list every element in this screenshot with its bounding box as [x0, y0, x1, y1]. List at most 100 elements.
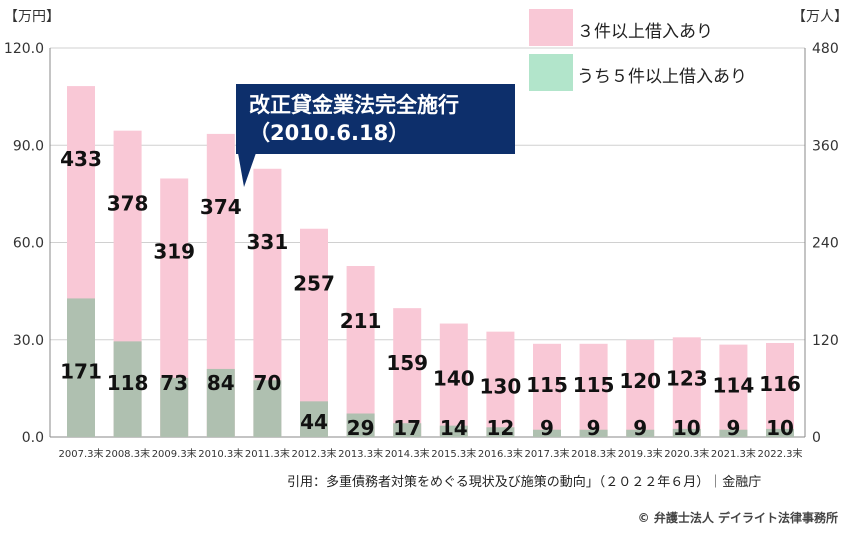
right-tick-label: 120 [812, 333, 839, 349]
chart-data-labels: 433 171 378 118 319 73 374 84 331 70 257 44 211 29 159… [60, 147, 801, 440]
bar-5plus [67, 298, 95, 437]
bar-5plus [253, 380, 282, 437]
data-label-5plus: 29 [347, 416, 375, 440]
copyright-notice: © 弁護士法人 デイライト法律事務所 [637, 511, 838, 525]
callout-title: 改正貸金業法完全施行 [249, 93, 459, 117]
right-tick-label: 240 [812, 236, 839, 252]
right-axis-unit: 【万人】 [792, 9, 848, 25]
left-tick-label: 90.0 [13, 138, 44, 154]
left-axis-ticks: 0.0 30.0 60.0 90.0 120.0 [4, 41, 44, 446]
bar-3plus [533, 343, 561, 437]
bar-5plus [346, 413, 375, 437]
legend: ３件以上借入あり うち５件以上借入あり [529, 9, 789, 99]
data-label-3plus: 130 [480, 375, 522, 399]
data-label-3plus: 159 [386, 351, 428, 375]
legend-swatch-3plus [529, 9, 573, 46]
left-tick-label: 60.0 [13, 236, 44, 252]
data-label-3plus: 374 [200, 195, 242, 219]
data-label-5plus: 84 [207, 371, 235, 395]
bar-5plus [626, 429, 655, 437]
bar-3plus [393, 308, 422, 437]
bar-3plus [439, 323, 468, 437]
bar-3plus [579, 343, 608, 437]
data-label-5plus: 10 [766, 416, 794, 440]
legend-label-5plus: うち５件以上借入あり [577, 67, 747, 87]
data-label-5plus: 70 [253, 371, 281, 395]
left-axis-unit: 【万円】 [4, 9, 60, 25]
x-tick-label: 2013.3末 [338, 447, 383, 460]
bar-5plus [719, 429, 748, 437]
bar-5plus [393, 423, 422, 437]
legend-item-3plus: ３件以上借入あり [529, 9, 789, 46]
data-label-3plus: 120 [619, 369, 661, 393]
data-label-3plus: 331 [247, 230, 289, 254]
data-label-3plus: 116 [759, 372, 801, 396]
right-tick-label: 0 [812, 430, 821, 446]
data-label-3plus: 319 [153, 239, 195, 263]
data-label-3plus: 257 [293, 272, 335, 296]
bar-3plus [626, 339, 655, 437]
left-tick-label: 30.0 [13, 333, 44, 349]
law-enforcement-callout: 改正貸金業法完全施行 （2010.6.18） [236, 84, 515, 154]
legend-item-5plus: うち５件以上借入あり [529, 54, 789, 91]
x-tick-label: 2007.3末 [59, 447, 104, 460]
data-label-5plus: 9 [587, 416, 601, 440]
data-label-3plus: 114 [713, 374, 755, 398]
data-label-5plus: 17 [393, 416, 421, 440]
x-tick-label: 2010.3末 [198, 447, 243, 460]
data-label-3plus: 123 [666, 366, 708, 390]
right-axis-ticks: 0 120 240 360 480 [812, 41, 839, 446]
data-label-5plus: 118 [107, 371, 149, 395]
x-tick-label: 2020.3末 [664, 447, 709, 460]
x-tick-label: 2019.3末 [618, 447, 663, 460]
bar-5plus [533, 429, 561, 437]
x-tick-label: 2015.3末 [431, 447, 476, 460]
bar-5plus [300, 401, 328, 437]
data-label-5plus: 44 [300, 410, 328, 434]
bar-5plus [579, 429, 608, 437]
data-label-5plus: 9 [726, 416, 740, 440]
data-label-5plus: 12 [486, 416, 514, 440]
bar-3plus [672, 337, 701, 437]
x-axis-ticks: 2007.3末 2008.3末 2009.3末 2010.3末 2011.3末 2012.… [59, 447, 803, 460]
left-tick-label: 120.0 [4, 41, 44, 57]
bar-3plus [486, 331, 515, 437]
source-citation: 引用：多重債務者対策をめぐる現状及び施策の動向」（２０２２年６月）｜金融庁 [287, 475, 762, 490]
data-label-3plus: 378 [107, 192, 149, 216]
x-tick-label: 2008.3末 [105, 447, 150, 460]
x-tick-label: 2017.3末 [525, 447, 570, 460]
data-label-3plus: 115 [573, 373, 615, 397]
bar-5plus [160, 377, 189, 437]
legend-label-3plus: ３件以上借入あり [577, 22, 713, 42]
bar-5plus [439, 425, 468, 437]
callout-pointer [238, 153, 256, 187]
data-label-5plus: 14 [440, 416, 468, 440]
data-label-5plus: 171 [60, 359, 102, 383]
data-label-3plus: 140 [433, 367, 475, 391]
bar-5plus [113, 341, 142, 437]
bar-5plus [766, 428, 794, 437]
x-tick-label: 2012.3末 [292, 447, 337, 460]
bar-5plus [206, 368, 235, 437]
x-tick-label: 2018.3末 [571, 447, 616, 460]
data-label-3plus: 211 [340, 309, 382, 333]
chart-bars [67, 86, 794, 438]
data-label-5plus: 10 [673, 416, 701, 440]
right-tick-label: 360 [812, 138, 839, 154]
bar-3plus [346, 266, 375, 437]
bar-5plus [672, 428, 701, 437]
x-tick-label: 2022.3末 [758, 447, 803, 460]
x-tick-label: 2009.3末 [152, 447, 197, 460]
data-label-3plus: 115 [526, 373, 568, 397]
data-label-3plus: 433 [60, 147, 102, 171]
callout-date: （2010.6.18） [249, 121, 410, 145]
x-tick-label: 2016.3末 [478, 447, 523, 460]
legend-swatch-5plus [529, 54, 573, 91]
bar-3plus [766, 342, 794, 437]
data-label-5plus: 73 [160, 371, 188, 395]
x-tick-label: 2021.3末 [711, 447, 756, 460]
x-tick-label: 2011.3末 [245, 447, 290, 460]
data-label-5plus: 9 [540, 416, 554, 440]
data-label-5plus: 9 [633, 416, 647, 440]
